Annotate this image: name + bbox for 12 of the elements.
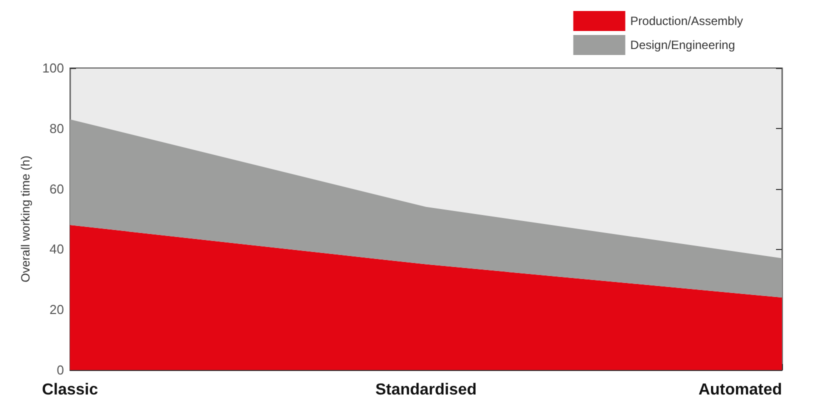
x-tick-label: Classic bbox=[42, 382, 98, 398]
y-tick-label: 60 bbox=[50, 181, 64, 196]
y-tick-label: 40 bbox=[50, 242, 64, 257]
y-tick-label: 100 bbox=[42, 60, 64, 76]
x-tick-label: Standardised bbox=[375, 382, 477, 398]
y-tick-label: 80 bbox=[50, 120, 64, 136]
y-tick-label: 20 bbox=[50, 302, 64, 318]
y-axis-title: Overall working time (h) bbox=[18, 156, 32, 282]
x-tick-label: Automated bbox=[698, 382, 782, 398]
y-tick-label: 0 bbox=[56, 362, 64, 378]
legend-label: Design/Engineering bbox=[630, 38, 736, 52]
legend-label: Production/Assembly bbox=[630, 14, 743, 28]
